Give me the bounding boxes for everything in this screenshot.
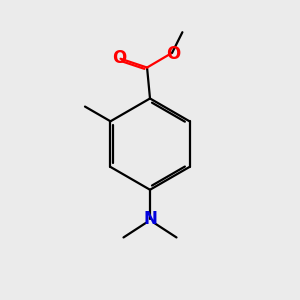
Text: O: O [112, 49, 126, 67]
Text: N: N [143, 210, 157, 228]
Text: O: O [167, 45, 181, 63]
